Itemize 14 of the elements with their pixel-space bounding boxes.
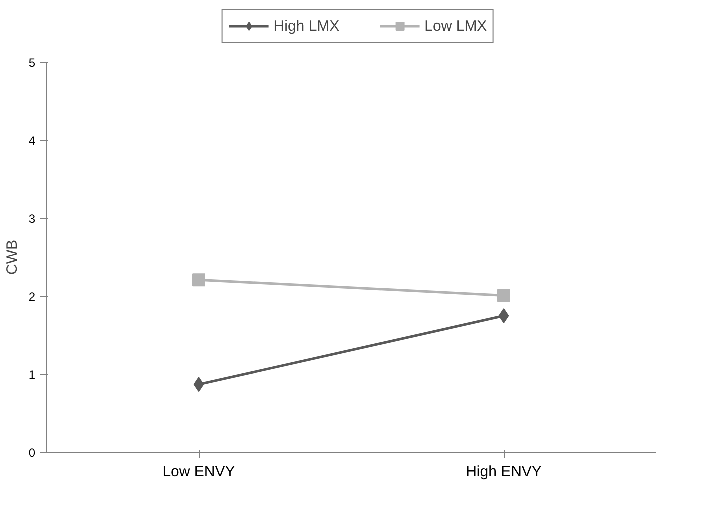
point (498, 289, 510, 302)
point (192, 274, 206, 287)
y-tick-label: 1 (28, 368, 36, 382)
x-tick-label: High ENVY (466, 464, 542, 480)
y-tick-label: 5 (28, 56, 36, 70)
point (498, 308, 510, 324)
legend-label: Low LMX (424, 18, 488, 34)
y-tick-label: 0 (28, 446, 36, 460)
y-axis-title: CWB (4, 240, 21, 275)
y-tick-label: 3 (28, 212, 36, 226)
legend-label: High LMX (274, 18, 340, 34)
y-tick-label: 2 (28, 290, 36, 304)
y-tick-label: 4 (28, 134, 36, 148)
x-tick-label: Low ENVY (162, 464, 236, 480)
